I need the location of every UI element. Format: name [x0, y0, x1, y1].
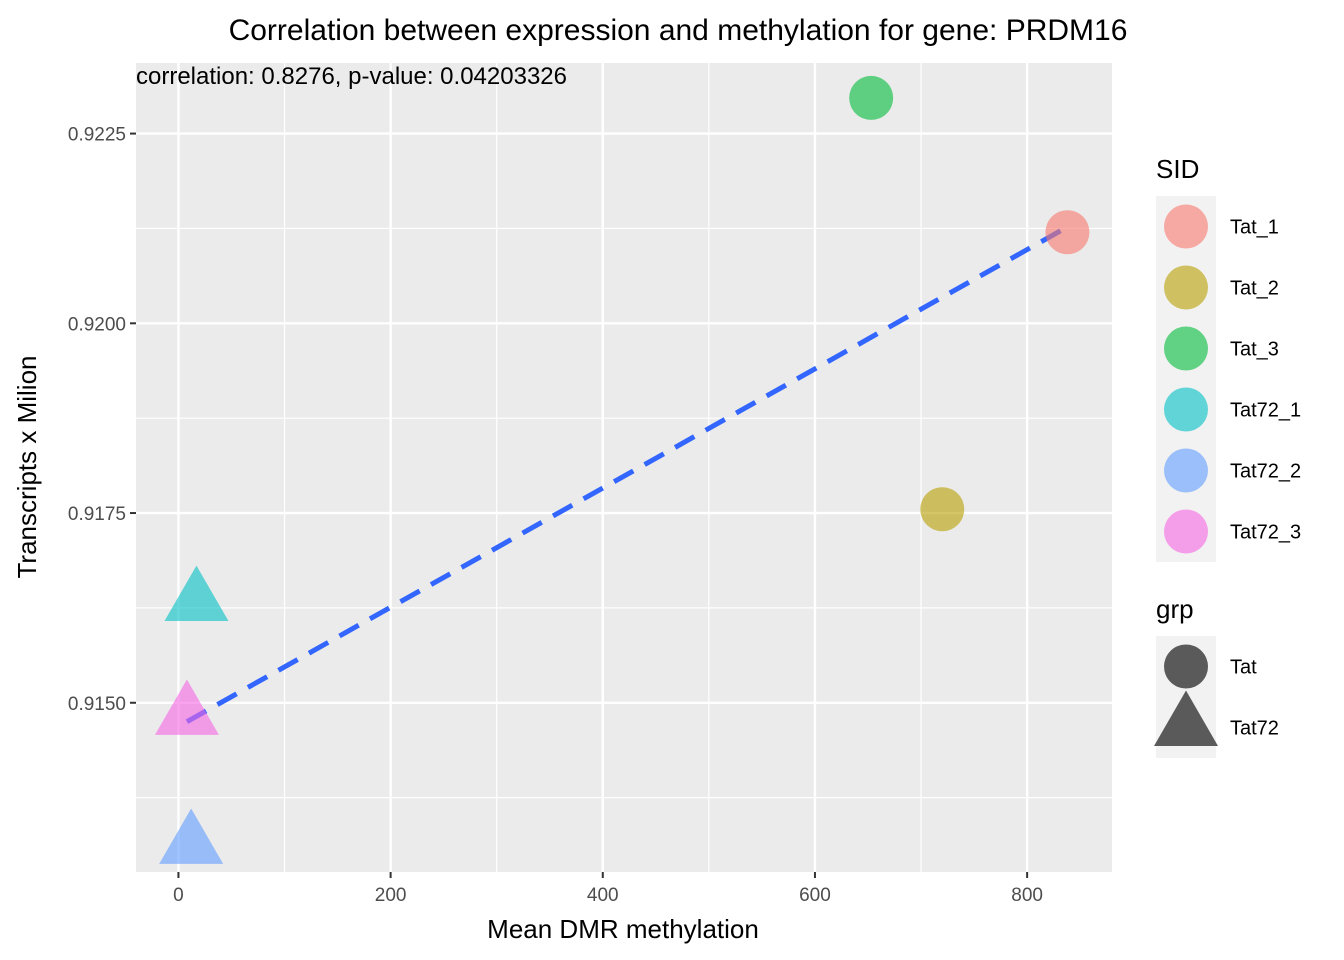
fit-line [185, 224, 1069, 724]
x-tick-label: 400 [587, 885, 619, 906]
x-tick-label: 600 [799, 885, 831, 906]
legend-key-Tat [1164, 644, 1208, 689]
legend-key-Tat72_3 [1164, 509, 1208, 554]
legend-label-Tat72: Tat72 [1230, 718, 1279, 740]
legend-key-Tat_2 [1164, 265, 1208, 310]
x-tick-label: 0 [173, 885, 184, 906]
y-tick-label: 0.9150 [68, 694, 126, 715]
legends: SID Tat_1 Tat_2 Tat_3 Tat72_1 Tat72_2 Tat72_3g… [1154, 154, 1301, 758]
y-axis: 0.9150 0.9175 0.9200 0.9225 [68, 125, 136, 715]
y-tick-label: 0.9200 [68, 314, 126, 335]
legend-label-Tat: Tat [1230, 657, 1257, 679]
data-point-Tat_2 [920, 487, 965, 532]
data-point-Tat72_3 [154, 679, 219, 735]
y-tick-label: 0.9225 [68, 125, 126, 146]
legend-title-grp: grp [1156, 594, 1194, 624]
data-point-Tat72_2 [159, 808, 224, 864]
chart-title: Correlation between expression and methy… [229, 14, 1128, 47]
x-tick-label: 200 [375, 885, 407, 906]
plot-panel [136, 63, 1112, 872]
x-tick-label: 800 [1011, 885, 1043, 906]
legend-key-Tat_3 [1164, 326, 1208, 371]
x-axis: 0 200 400 600 800 [173, 872, 1043, 906]
data-point-Tat_1 [1045, 210, 1090, 255]
legend-key-Tat_1 [1164, 204, 1208, 249]
major-gridlines [136, 63, 1112, 872]
x-axis-title: Mean DMR methylation [487, 914, 759, 944]
data-point-Tat72_1 [164, 565, 229, 622]
fit-line-layer [185, 224, 1069, 724]
minor-gridlines [136, 63, 1112, 872]
legend-label-Tat72_3: Tat72_3 [1230, 522, 1301, 544]
legend-title-SID: SID [1156, 154, 1199, 184]
legend-label-Tat_1: Tat_1 [1230, 217, 1279, 239]
legend-key-Tat72_2 [1164, 448, 1208, 493]
correlation-annotation: correlation: 0.8276, p-value: 0.04203326 [136, 63, 567, 90]
legend-label-Tat72_1: Tat72_1 [1230, 400, 1301, 422]
y-axis-title: Transcripts x Milion [12, 356, 42, 579]
legend-key-Tat72 [1154, 690, 1218, 746]
legend-label-Tat72_2: Tat72_2 [1230, 461, 1301, 483]
legend-label-Tat_3: Tat_3 [1230, 339, 1279, 361]
data-point-Tat_3 [849, 75, 894, 120]
legend-label-Tat_2: Tat_2 [1230, 278, 1279, 300]
y-tick-label: 0.9175 [68, 504, 126, 525]
legend-key-Tat72_1 [1164, 387, 1208, 432]
points-layer [154, 75, 1090, 864]
